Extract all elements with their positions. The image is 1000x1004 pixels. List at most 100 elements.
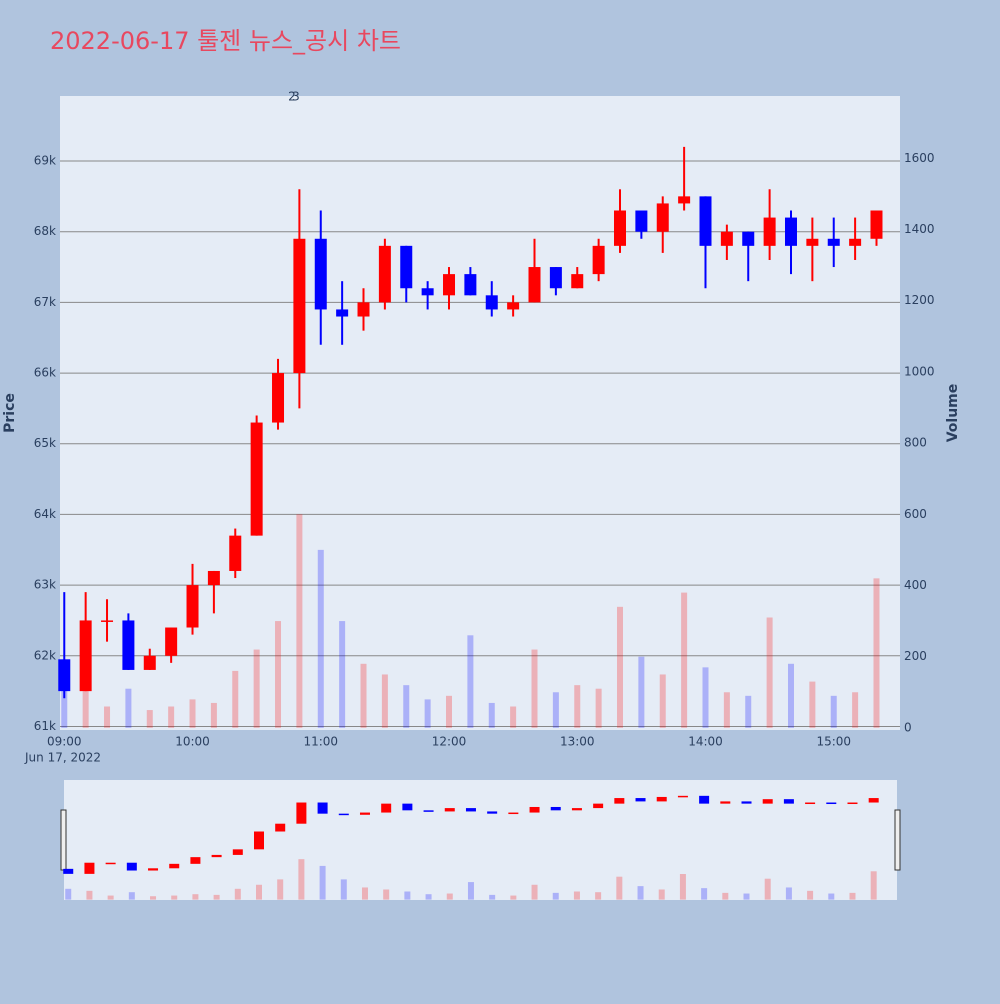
candle-body-mini (656, 796, 667, 802)
candle-body (378, 245, 391, 303)
volume-bar-mini (150, 896, 157, 900)
slider-handle-left[interactable] (60, 809, 67, 871)
volume-bar-mini (679, 873, 686, 900)
y-tick-label: 66k (34, 366, 56, 380)
candle-body (272, 373, 285, 423)
volume-bar (510, 706, 517, 728)
candle-body-mini (465, 808, 476, 812)
volume-bar (82, 681, 89, 728)
y2-axis-title: Volume (945, 384, 961, 443)
range-slider[interactable] (64, 780, 897, 900)
candle-body-mini (338, 813, 349, 816)
candle-body (656, 203, 669, 232)
plot-area (60, 96, 900, 730)
candle-body-mini (254, 831, 265, 850)
candle-body (485, 295, 498, 310)
volume-bar-mini (510, 895, 517, 900)
candle-body-mini (126, 862, 137, 871)
y2-tick-label: 1600 (904, 151, 935, 165)
volume-bar (317, 549, 324, 728)
y-tick-label: 63k (34, 578, 56, 592)
volume-bar (467, 635, 474, 728)
x-tick-label: 15:00 (816, 735, 851, 749)
volume-bar-mini (340, 879, 347, 900)
volume-bar-mini (467, 882, 474, 900)
volume-bar (168, 706, 175, 728)
candle-body-mini (826, 802, 837, 805)
volume-bar-mini (722, 892, 729, 900)
volume-bar-mini (701, 888, 708, 900)
candle-body (849, 238, 862, 246)
volume-bar (809, 681, 816, 728)
volume-bar (488, 702, 495, 728)
y2-tick-label: 200 (904, 649, 927, 663)
y2-tick-label: 1400 (904, 222, 935, 236)
candle-body-mini (699, 795, 710, 804)
candle-body-mini (487, 811, 498, 814)
volume-bar (552, 692, 559, 728)
candle-body (870, 210, 883, 239)
candle-body-mini (63, 868, 74, 874)
candle-body-mini (148, 868, 159, 871)
volume-bar (104, 706, 111, 728)
volume-bar-mini (552, 892, 559, 900)
candle-body-mini (359, 812, 370, 815)
volume-bar-mini (489, 894, 496, 900)
candle-body (827, 238, 840, 246)
candle-body (549, 267, 562, 289)
volume-bar (296, 514, 303, 728)
candle-body (122, 620, 135, 670)
candle-body (464, 274, 477, 296)
candle-body-mini (635, 798, 646, 802)
volume-bar (595, 688, 602, 728)
volume-bar-mini (828, 893, 835, 900)
volume-bar (210, 702, 217, 728)
y-axis-title: Price (2, 393, 18, 433)
candle-body (165, 627, 178, 656)
y-tick-label: 64k (34, 507, 56, 521)
candle-body-mini (211, 854, 222, 858)
volume-bar (125, 688, 132, 728)
candle-body (143, 655, 156, 670)
volume-bar (873, 578, 880, 728)
x-tick-label: 10:00 (175, 735, 210, 749)
y-tick-label: 69k (34, 154, 56, 168)
candle-body (79, 620, 92, 692)
volume-bar (787, 663, 794, 728)
volume-bar (723, 692, 730, 728)
candle-body-mini (593, 803, 604, 809)
candle-body-mini (296, 802, 307, 824)
slider-handle-right[interactable] (894, 809, 901, 871)
y-tick-label: 68k (34, 224, 56, 238)
y-tick-label: 65k (34, 436, 56, 450)
y2-tick-label: 0 (904, 720, 912, 734)
volume-bar-mini (192, 894, 199, 900)
candle-body (720, 231, 733, 246)
candle-body (293, 238, 306, 374)
chart-title: 2022-06-17 툴젠 뉴스_공시 차트 (50, 27, 401, 55)
candle-body-mini (381, 803, 392, 813)
volume-bar (446, 695, 453, 728)
candle-body (229, 535, 242, 571)
candle-body-mini (169, 863, 180, 869)
candle-body-mini (423, 810, 434, 812)
annotation: 3 (292, 90, 300, 104)
candle-body (699, 196, 712, 246)
volume-bar-mini (807, 890, 814, 900)
volume-bar-mini (234, 888, 241, 900)
volume-bar-mini (446, 893, 453, 900)
candle-body-mini (84, 862, 95, 874)
volume-bar-mini (785, 887, 792, 900)
candle-body-mini (762, 799, 773, 804)
volume-bar (574, 685, 581, 728)
volume-bar (745, 695, 752, 728)
volume-bar (852, 692, 859, 728)
y2-tick-label: 800 (904, 436, 927, 450)
volume-bar (360, 663, 367, 728)
candle-body-mini (275, 823, 286, 832)
volume-bar-mini (404, 891, 411, 900)
volume-bar (253, 649, 260, 728)
candle-body-mini (232, 849, 243, 855)
candle-body-mini (402, 803, 413, 811)
candle-body (443, 274, 456, 296)
